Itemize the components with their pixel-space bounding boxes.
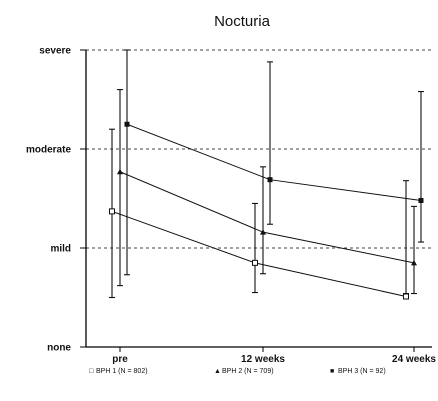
error-bars [109,49,424,299]
legend-label-bph1: BPH 1 (N = 802) [96,368,148,375]
legend-item-bph2: ▲ BPH 2 (N = 709) [214,368,274,375]
legend-marker-bph2: ▲ [214,368,221,375]
data-point [109,208,115,215]
y-ticks: none mild moderate severe [26,46,86,354]
y-tick-label: moderate [26,145,71,156]
legend-item-bph1: □ BPH 1 (N = 802) [89,368,148,375]
axes [85,50,432,348]
y-tick-label: mild [50,244,71,255]
data-point [124,121,130,127]
legend: □ BPH 1 (N = 802) ▲ BPH 2 (N = 709) ■ BP… [89,368,386,375]
legend-marker-bph3: ■ [330,368,334,375]
y-tick-label: none [47,343,71,354]
legend-item-bph3: ■ BPH 3 (N = 92) [330,368,386,375]
data-point [411,259,417,266]
series-line-3 [126,123,422,201]
data-point [117,168,123,175]
data-point [260,229,266,235]
x-ticks: pre 12 weeks 24 weeks [112,347,436,365]
legend-label-bph2: BPH 2 (N = 709) [222,368,274,375]
grid-lines [86,49,432,249]
series-line-2 [119,171,415,264]
data-point [267,177,273,183]
legend-marker-bph1: □ [89,368,94,375]
chart-title: Nocturia [214,13,271,30]
x-tick-label: pre [112,354,128,365]
legend-label-bph3: BPH 3 (N = 92) [338,368,386,375]
data-point [252,259,258,266]
series-line-1 [111,210,407,297]
y-tick-label: severe [39,46,71,57]
data-point [418,197,424,203]
series-lines [111,123,422,297]
data-point [403,293,409,300]
x-tick-label: 12 weeks [241,354,285,365]
data-markers [109,121,424,300]
x-tick-label: 24 weeks [392,354,436,365]
